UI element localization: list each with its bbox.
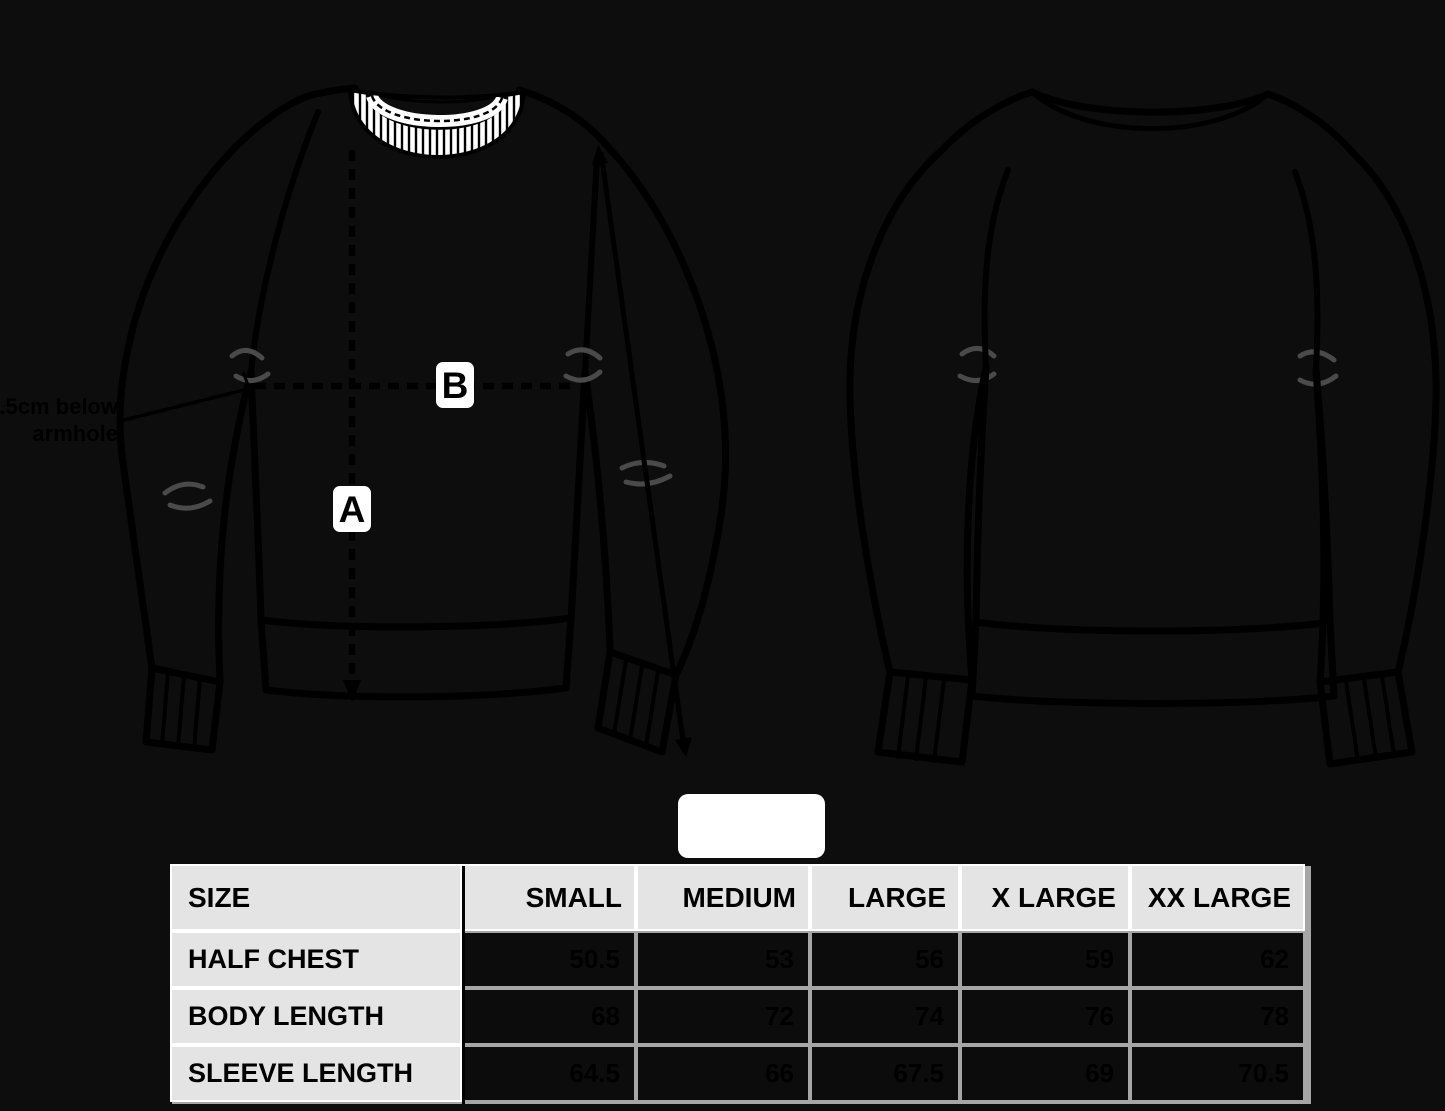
back-garment-drawing xyxy=(846,88,1440,768)
front-left-armhole-seam xyxy=(248,109,321,375)
front-left-elbow-crease xyxy=(162,481,213,511)
back-hem-band xyxy=(968,618,1338,707)
half-chest-large: 56 xyxy=(812,933,958,986)
body-length-xx-large: 78 xyxy=(1132,990,1303,1043)
annotation-tick xyxy=(241,371,255,399)
row-label-body-length: BODY LENGTH xyxy=(172,990,460,1043)
measurement-lines xyxy=(119,145,692,757)
back-neck xyxy=(1028,88,1272,116)
front-right-cuff xyxy=(594,648,680,756)
unit-badge xyxy=(678,794,825,858)
size-chart-table: SIZE SMALL MEDIUM LARGE X LARGE XX LARGE… xyxy=(172,866,1311,1104)
label-a: A xyxy=(339,489,366,530)
half-chest-medium: 53 xyxy=(638,933,808,986)
body-length-small: 68 xyxy=(464,990,634,1043)
front-right-sleeve-outline xyxy=(605,144,730,679)
column-header-large: LARGE xyxy=(812,866,958,929)
sleeve-length-medium: 66 xyxy=(638,1047,808,1100)
back-left-cuff xyxy=(874,668,976,766)
table-black-divider xyxy=(462,866,465,1104)
sleeve-length-small: 64.5 xyxy=(464,1047,634,1100)
measure-a-arrowhead xyxy=(343,680,361,702)
armhole-annotation: 2.5cm below armhole xyxy=(0,394,119,446)
half-chest-xx-large: 62 xyxy=(1132,933,1303,986)
front-collar xyxy=(348,88,526,159)
back-left-sleeve-outline xyxy=(846,146,946,676)
front-left-armpit-snip xyxy=(229,348,271,383)
sleeve-length-large: 67.5 xyxy=(812,1047,958,1100)
sleeve-length-x-large: 69 xyxy=(962,1047,1128,1100)
measure-labels: B A xyxy=(333,362,474,532)
detail-marks xyxy=(162,346,1339,511)
body-length-x-large: 76 xyxy=(962,990,1128,1043)
front-left-cuff xyxy=(142,664,224,754)
front-right-armhole-seam xyxy=(582,155,600,375)
back-right-armhole-seam xyxy=(1292,169,1321,373)
measure-sleeve-arrowhead-top xyxy=(592,145,608,165)
garment-diagram: B A 2.5cm below armhole xyxy=(0,84,1440,768)
column-header-medium: MEDIUM xyxy=(638,866,808,929)
label-b: B xyxy=(442,365,469,406)
measure-sleeve-line xyxy=(598,151,686,741)
column-header-x-large: X LARGE xyxy=(962,866,1128,929)
back-right-cuff xyxy=(1316,668,1416,768)
annotation-line1: 2.5cm below xyxy=(0,394,119,419)
column-header-size: SIZE xyxy=(172,866,460,929)
annotation-pointer-line xyxy=(119,385,257,423)
collar-seam-stitch xyxy=(370,95,504,123)
back-left-armhole-seam xyxy=(981,167,1011,371)
back-left-armpit-snip xyxy=(957,346,997,383)
annotation-line2: armhole xyxy=(32,421,118,446)
half-chest-x-large: 59 xyxy=(962,933,1128,986)
half-chest-small: 50.5 xyxy=(464,933,634,986)
measure-sleeve-arrowhead-bottom xyxy=(675,737,692,757)
row-label-half-chest: HALF CHEST xyxy=(172,933,460,986)
body-length-medium: 72 xyxy=(638,990,808,1043)
label-a-chip xyxy=(333,486,371,532)
front-hem-band xyxy=(257,614,575,701)
front-garment-drawing xyxy=(116,84,730,756)
label-b-chip xyxy=(436,362,474,408)
front-left-sleeve-outline xyxy=(116,93,309,672)
sleeve-length-xx-large: 70.5 xyxy=(1132,1047,1303,1100)
back-right-sleeve-outline xyxy=(1350,150,1440,676)
front-right-armpit-snip xyxy=(563,347,603,383)
row-label-sleeve-length: SLEEVE LENGTH xyxy=(172,1047,460,1100)
column-header-xx-large: XX LARGE xyxy=(1132,866,1303,929)
column-header-small: SMALL xyxy=(464,866,634,929)
body-length-large: 74 xyxy=(812,990,958,1043)
